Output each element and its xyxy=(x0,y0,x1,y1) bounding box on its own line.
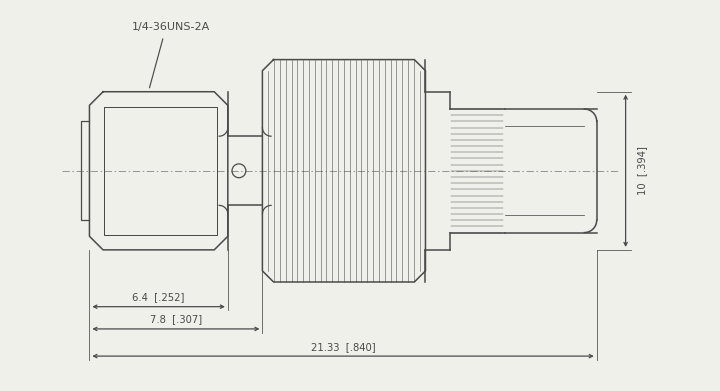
Text: 1/4-36UNS-2A: 1/4-36UNS-2A xyxy=(132,23,210,32)
Text: 7.8  [.307]: 7.8 [.307] xyxy=(150,314,202,325)
Text: 21.33  [.840]: 21.33 [.840] xyxy=(311,342,375,352)
Text: 6.4  [.252]: 6.4 [.252] xyxy=(132,292,185,302)
Text: 10  [.394]: 10 [.394] xyxy=(636,146,647,195)
